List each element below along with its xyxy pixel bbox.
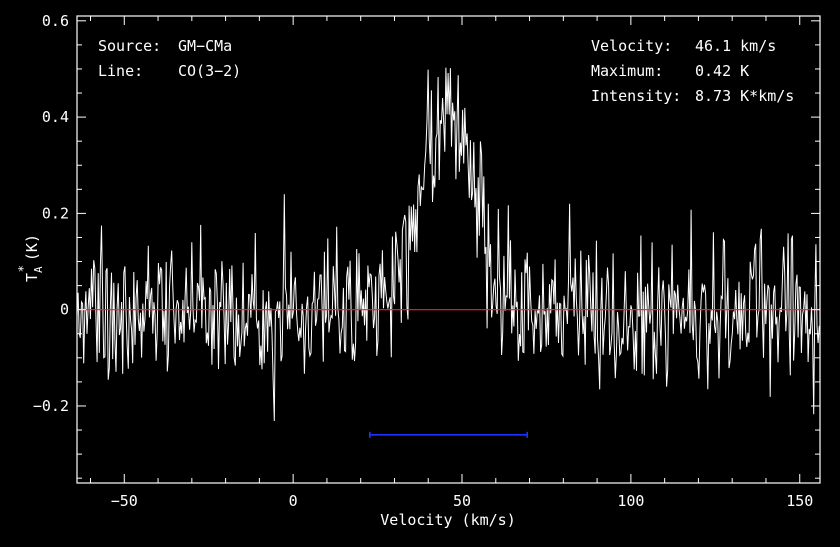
window-layer <box>369 431 528 438</box>
info-right: Velocity: 46.1 km/s Maximum: 0.42 K Inte… <box>591 37 794 105</box>
x-tick-label: 100 <box>617 492 644 510</box>
info-velocity-label: Velocity: <box>591 37 672 55</box>
axes-layer: −50 0 50 100 150 −0.2 0 0.2 0.4 0.6 <box>33 12 821 510</box>
x-tick-label: 150 <box>786 492 813 510</box>
info-maximum-value: 0.42 K <box>695 62 749 80</box>
info-intensity-label: Intensity: <box>591 87 681 105</box>
info-source-label: Source: <box>98 37 161 55</box>
y-axis-label-unit: (K) <box>23 234 41 261</box>
y-axis-label-superscript: * <box>16 265 30 272</box>
y-axis-label-subscript: A <box>32 266 45 273</box>
info-source-value: GM−CMa <box>178 37 232 55</box>
info-left: Source: GM−CMa Line: CO(3−2) <box>98 37 241 80</box>
x-tick-label: −50 <box>111 492 138 510</box>
x-axis-label: Velocity (km/s) <box>380 511 515 529</box>
y-tick-label: 0.4 <box>42 108 69 126</box>
info-line-label: Line: <box>98 62 143 80</box>
x-tick-label: 50 <box>453 492 471 510</box>
info-line-value: CO(3−2) <box>178 62 241 80</box>
info-velocity-value: 46.1 km/s <box>695 37 776 55</box>
y-axis-label: TA* (K) <box>16 234 45 282</box>
y-tick-label: 0.6 <box>42 12 69 30</box>
info-maximum-label: Maximum: <box>591 62 663 80</box>
x-tick-label: 0 <box>289 492 298 510</box>
plot-frame <box>76 15 821 484</box>
info-intensity-value: 8.73 K*km/s <box>695 87 794 105</box>
y-axis-label-symbol: T <box>23 273 41 282</box>
y-tick-label: 0.2 <box>42 204 69 222</box>
y-axis-label-text: TA* (K) <box>16 234 45 282</box>
y-tick-label: 0 <box>60 301 69 319</box>
y-tick-label: −0.2 <box>33 397 69 415</box>
